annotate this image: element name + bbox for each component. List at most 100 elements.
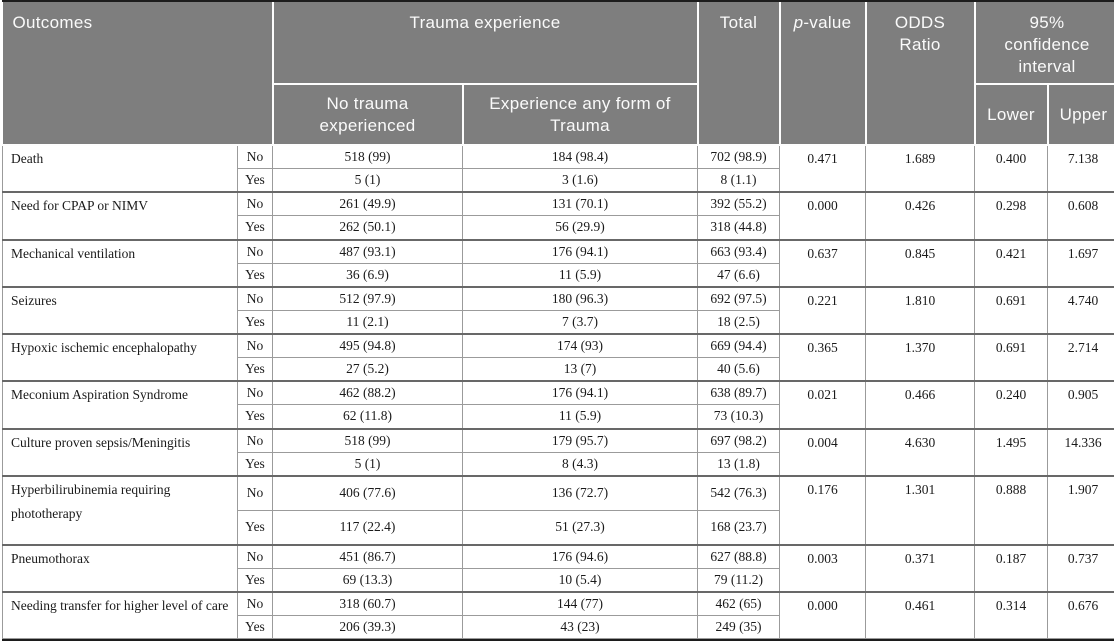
- header-outcomes: Outcomes: [2, 2, 274, 146]
- ci-lower-cell: 1.495: [974, 427, 1048, 477]
- value-cell: 392 (55.2): [697, 191, 780, 217]
- yes-label: Yes: [237, 168, 273, 193]
- table-row: Hyperbilirubinemia requiring phototherap…: [2, 474, 1114, 546]
- ci-upper-cell: 7.138: [1046, 144, 1114, 193]
- value-cell: 512 (97.9): [272, 285, 463, 311]
- outcome-label: Mechanical ventilation: [2, 238, 238, 288]
- no-label: No: [237, 427, 273, 453]
- header-p-value: p-value: [778, 2, 867, 146]
- value-cell: 179 (95.7): [462, 427, 698, 453]
- outcome-label: Seizures: [2, 285, 238, 335]
- no-label: No: [237, 144, 273, 170]
- value-cell: 184 (98.4): [462, 144, 698, 170]
- ci-upper-cell: 1.697: [1046, 238, 1114, 288]
- value-cell: 180 (96.3): [462, 285, 698, 311]
- odds-ratio-cell: 0.461: [865, 590, 975, 639]
- table-row: Meconium Aspiration Syndrome No 462 (88.…: [2, 380, 1114, 430]
- value-cell: 13 (1.8): [697, 451, 780, 477]
- value-cell: 136 (72.7): [462, 474, 698, 511]
- outcome-label: Meconium Aspiration Syndrome: [2, 380, 238, 430]
- header-ci-lower: Lower: [973, 83, 1049, 146]
- value-cell: 27 (5.2): [272, 357, 463, 382]
- p-value-cell: 0.021: [779, 380, 866, 430]
- ci-upper-cell: 0.676: [1046, 590, 1114, 639]
- ci-upper-cell: 0.737: [1046, 543, 1114, 593]
- no-label: No: [237, 333, 273, 359]
- odds-ratio-cell: 1.810: [865, 285, 975, 335]
- ci-lower-cell: 0.888: [974, 474, 1048, 546]
- ci-upper-cell: 0.608: [1046, 191, 1114, 241]
- no-label: No: [237, 474, 273, 511]
- value-cell: 462 (88.2): [272, 380, 463, 406]
- value-cell: 11 (5.9): [462, 262, 698, 288]
- value-cell: 518 (99): [272, 144, 463, 170]
- value-cell: 8 (1.1): [697, 168, 780, 193]
- value-cell: 318 (44.8): [697, 215, 780, 240]
- table-row: Yes 5 (1) 8 (4.3) 13 (1.8): [3, 451, 1115, 477]
- table-row: Yes 5 (1) 3 (1.6) 8 (1.1): [3, 168, 1115, 193]
- table-row: Death No 518 (99) 184 (98.4) 702 (98.9) …: [2, 144, 1114, 193]
- table-row: Culture proven sepsis/Meningitis No 518 …: [2, 427, 1114, 477]
- outcome-label: Death: [2, 144, 238, 193]
- value-cell: 663 (93.4): [697, 238, 780, 264]
- ci-lower-cell: 0.187: [974, 543, 1048, 593]
- yes-label: Yes: [237, 509, 273, 546]
- value-cell: 43 (23): [462, 614, 698, 639]
- outcome-label: Hypoxic ischemic encephalopathy: [2, 332, 238, 382]
- outcome-label: Needing transfer for higher level of car…: [2, 590, 238, 639]
- odds-ratio-cell: 0.371: [865, 543, 975, 593]
- ci-upper-cell: 2.714: [1046, 332, 1114, 382]
- value-cell: 144 (77): [462, 590, 698, 616]
- p-value-rest: -value: [803, 13, 852, 32]
- value-cell: 261 (49.9): [272, 191, 463, 217]
- table-row: Seizures No 512 (97.9) 180 (96.3) 692 (9…: [2, 285, 1114, 335]
- value-cell: 36 (6.9): [272, 262, 463, 288]
- ci-upper-cell: 14.336: [1046, 427, 1114, 477]
- value-cell: 176 (94.1): [462, 238, 698, 264]
- value-cell: 249 (35): [697, 614, 780, 639]
- p-value-cell: 0.221: [779, 285, 866, 335]
- p-value-cell: 0.176: [779, 474, 866, 546]
- yes-label: Yes: [237, 451, 273, 477]
- ci-lower-cell: 0.400: [974, 144, 1048, 193]
- table-row: Mechanical ventilation No 487 (93.1) 176…: [2, 238, 1114, 288]
- ci-upper-cell: 0.905: [1046, 380, 1114, 430]
- value-cell: 176 (94.1): [462, 380, 698, 406]
- ci-upper-cell: 4.740: [1046, 285, 1114, 335]
- outcome-label: Need for CPAP or NIMV: [2, 191, 238, 241]
- header-no-trauma: No trauma experienced: [271, 83, 464, 146]
- ci-lower-cell: 0.421: [974, 238, 1048, 288]
- value-cell: 131 (70.1): [462, 191, 698, 217]
- value-cell: 174 (93): [462, 333, 698, 359]
- outcome-label: Hyperbilirubinemia requiring phototherap…: [2, 474, 238, 546]
- table-row: Yes 206 (39.3) 43 (23) 249 (35): [3, 614, 1115, 639]
- odds-ratio-cell: 4.630: [865, 427, 975, 477]
- table-row: Yes 117 (22.4) 51 (27.3) 168 (23.7): [3, 509, 1115, 546]
- value-cell: 79 (11.2): [697, 567, 780, 593]
- value-cell: 69 (13.3): [272, 567, 463, 593]
- header-ci-upper: Upper: [1046, 83, 1114, 146]
- value-cell: 62 (11.8): [272, 404, 463, 429]
- odds-ratio-cell: 0.426: [865, 191, 975, 241]
- value-cell: 176 (94.6): [462, 543, 698, 569]
- value-cell: 318 (60.7): [272, 590, 463, 616]
- value-cell: 51 (27.3): [462, 509, 698, 546]
- value-cell: 702 (98.9): [697, 144, 780, 170]
- outcome-label: Pneumothorax: [2, 543, 238, 593]
- value-cell: 697 (98.2): [697, 427, 780, 453]
- value-cell: 11 (2.1): [272, 309, 463, 335]
- value-cell: 451 (86.7): [272, 543, 463, 569]
- value-cell: 406 (77.6): [272, 474, 463, 511]
- value-cell: 7 (3.7): [462, 309, 698, 335]
- value-cell: 117 (22.4): [272, 509, 463, 546]
- p-value-cell: 0.471: [779, 144, 866, 193]
- header-any-trauma: Experience any form of Trauma: [461, 83, 699, 146]
- header-confidence-interval: 95% confidence interval: [973, 2, 1114, 85]
- p-value-cell: 0.637: [779, 238, 866, 288]
- value-cell: 11 (5.9): [462, 404, 698, 429]
- value-cell: 10 (5.4): [462, 567, 698, 593]
- no-label: No: [237, 285, 273, 311]
- p-value-cell: 0.000: [779, 590, 866, 639]
- yes-label: Yes: [237, 404, 273, 429]
